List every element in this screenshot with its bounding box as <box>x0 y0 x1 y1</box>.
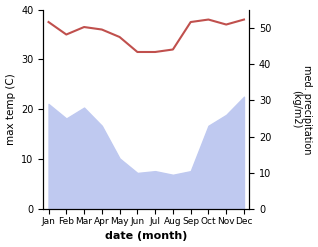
Y-axis label: med. precipitation
(kg/m2): med. precipitation (kg/m2) <box>291 65 313 154</box>
Y-axis label: max temp (C): max temp (C) <box>5 74 16 145</box>
X-axis label: date (month): date (month) <box>105 231 187 242</box>
